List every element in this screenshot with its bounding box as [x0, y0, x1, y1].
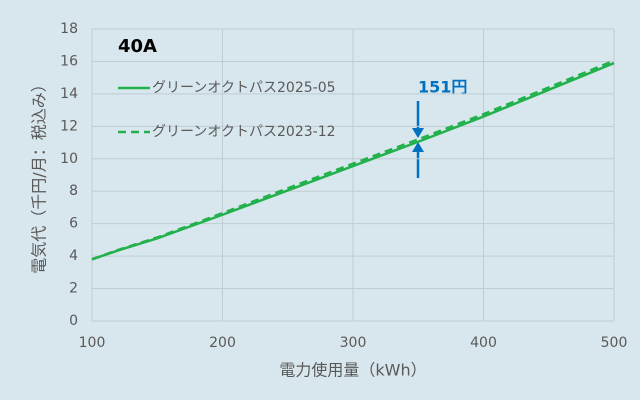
x-tick-label: 200 [209, 335, 236, 351]
y-tick-label: 10 [60, 151, 78, 167]
y-tick-label: 18 [60, 21, 78, 37]
y-tick-label: 2 [69, 281, 78, 297]
y-tick-label: 12 [60, 118, 78, 134]
x-tick-label: 100 [79, 335, 106, 351]
y-tick-label: 6 [69, 216, 78, 232]
arrow-head [412, 128, 424, 138]
y-tick-label: 0 [69, 313, 78, 329]
y-axis-label: 電気代（千円/月：税込み） [30, 76, 49, 273]
chart-title: 40A [118, 36, 157, 57]
x-tick-label: 400 [470, 335, 497, 351]
x-tick-label: 300 [340, 335, 367, 351]
line-series [91, 61, 615, 261]
annotation: 151円 [418, 78, 467, 97]
x-tick-label: 500 [601, 335, 628, 351]
arrow-head [412, 142, 424, 152]
legend-label: グリーンオクトパス2025-05 [152, 80, 336, 96]
y-tick-label: 14 [60, 86, 78, 102]
y-tick-label: 4 [69, 248, 78, 264]
y-tick-label: 16 [60, 53, 78, 69]
x-axis-label: 電力使用量（kWh） [279, 361, 426, 380]
y-tick-label: 8 [69, 183, 78, 199]
legend-label: グリーンオクトパス2023-12 [152, 124, 336, 140]
